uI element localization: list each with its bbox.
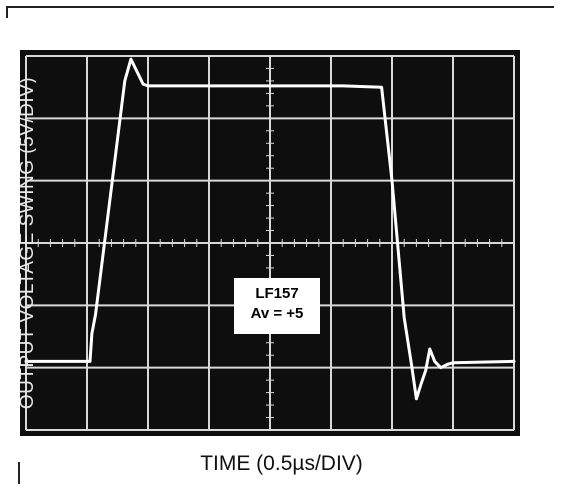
y-axis-label-text: OUTPUT VOLTAGE SWING (5V/DIV) [20, 76, 36, 410]
device-annotation: LF157 Av = +5 [234, 278, 320, 334]
annotation-device-name: LF157 [255, 285, 299, 302]
scope-center-ticks [25, 55, 515, 431]
voltage-trace [24, 57, 516, 401]
frame-top-border [6, 6, 554, 8]
annotation-gain: Av = +5 [250, 305, 304, 322]
y-axis-label: OUTPUT VOLTAGE SWING (5V/DIV) [20, 50, 36, 436]
x-axis-label: TIME (0.5µs/DIV) [200, 452, 363, 475]
frame-left-border [6, 6, 8, 18]
frame-bottom-tick [18, 462, 20, 484]
oscilloscope-chart [20, 50, 520, 436]
